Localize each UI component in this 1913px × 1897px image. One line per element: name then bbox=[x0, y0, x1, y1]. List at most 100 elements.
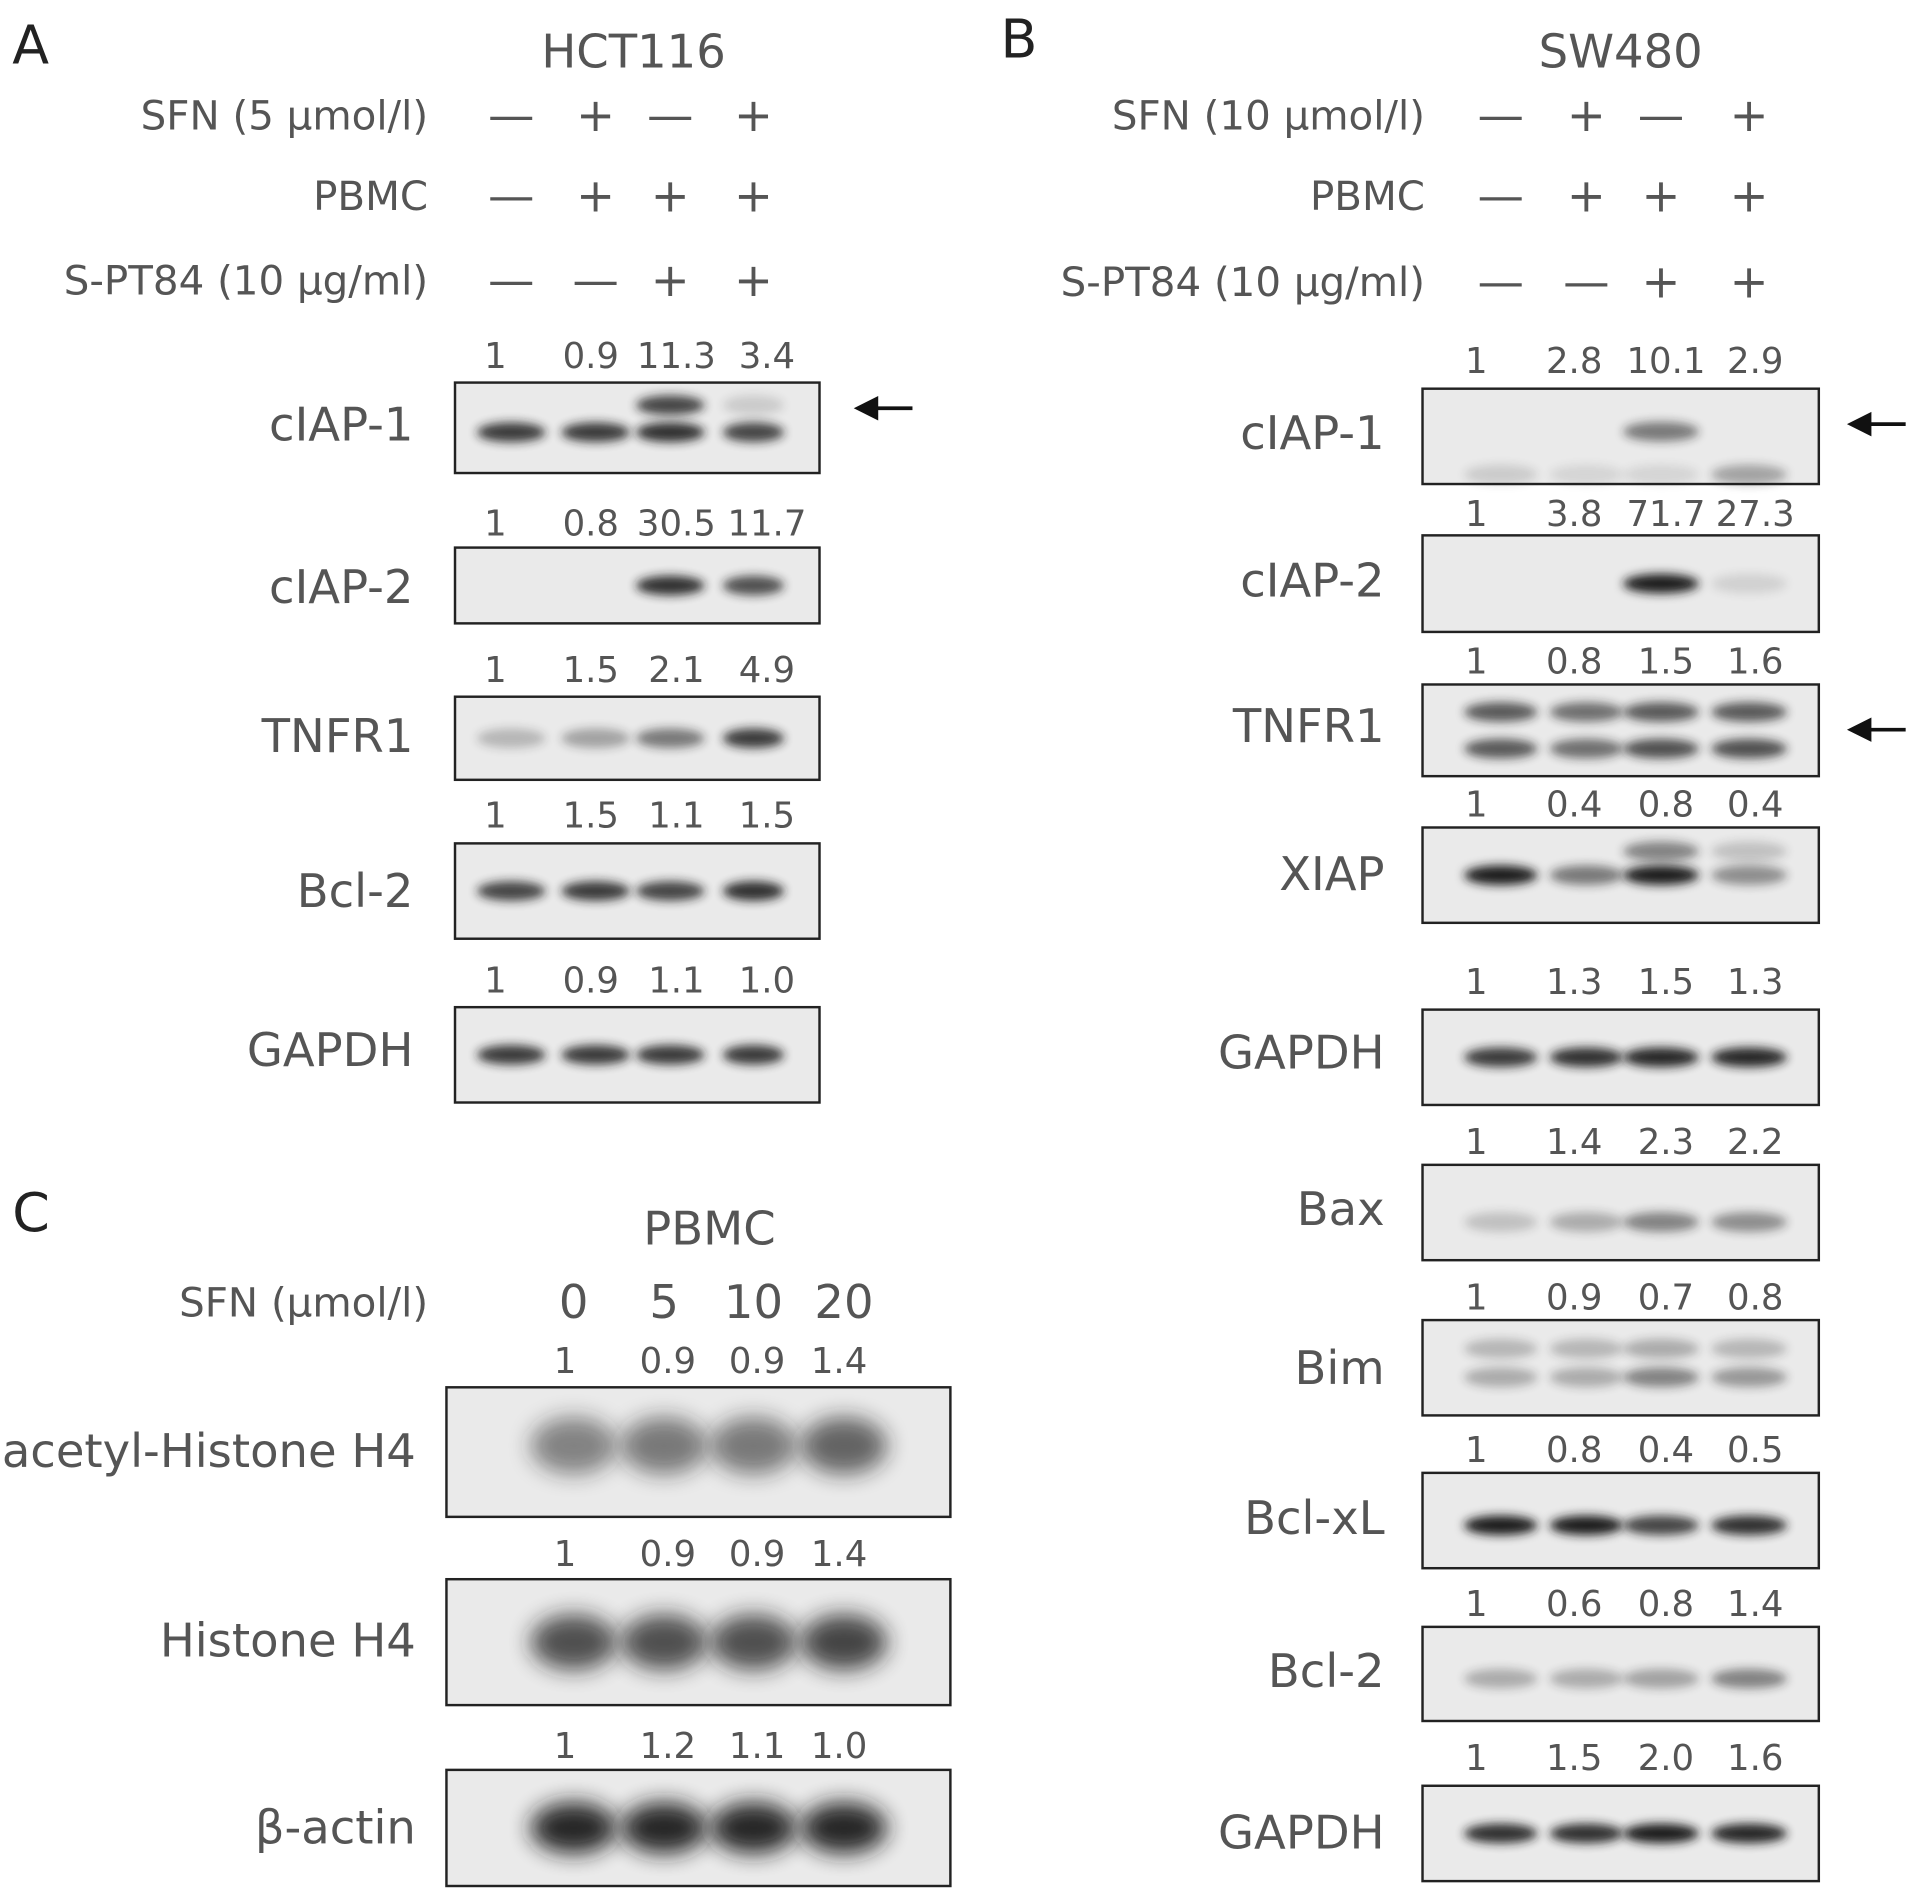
band bbox=[1549, 1515, 1624, 1536]
condition-mark: + bbox=[734, 253, 773, 307]
blot bbox=[1421, 1163, 1821, 1262]
quantification: 2.0 bbox=[1638, 1738, 1694, 1779]
condition-mark: — bbox=[488, 88, 534, 142]
quantification: 1 bbox=[1465, 494, 1488, 535]
blot-background bbox=[1421, 1318, 1821, 1417]
band bbox=[1623, 702, 1699, 722]
quantification: 1 bbox=[484, 336, 507, 377]
condition-mark: + bbox=[1642, 254, 1681, 308]
band bbox=[636, 881, 705, 901]
band bbox=[1549, 702, 1624, 722]
blot-label: GAPDH bbox=[1218, 1805, 1385, 1859]
blot bbox=[453, 381, 821, 475]
quantification: 1 bbox=[1465, 1122, 1488, 1163]
band bbox=[1711, 1338, 1788, 1359]
blot-label: cIAP-2 bbox=[1240, 554, 1384, 608]
quantification: 1.4 bbox=[811, 1341, 867, 1382]
band bbox=[1549, 1212, 1624, 1232]
condition-mark: + bbox=[1567, 169, 1606, 223]
band bbox=[477, 1045, 546, 1065]
panel-title: SW480 bbox=[1539, 25, 1703, 79]
band bbox=[1464, 1823, 1538, 1844]
band bbox=[1711, 841, 1788, 862]
quantification: 0.8 bbox=[1638, 785, 1694, 826]
band bbox=[1464, 1338, 1538, 1359]
quantification: 0.8 bbox=[1546, 1430, 1602, 1471]
condition-mark: + bbox=[734, 88, 773, 142]
panel-title: PBMC bbox=[643, 1202, 775, 1256]
condition-mark: 0 bbox=[559, 1275, 589, 1329]
band bbox=[636, 575, 705, 596]
band bbox=[1623, 421, 1699, 442]
blot bbox=[1421, 1625, 1821, 1723]
condition-mark: 5 bbox=[649, 1275, 679, 1329]
quantification: 2.8 bbox=[1546, 341, 1602, 382]
band bbox=[1711, 865, 1788, 885]
band bbox=[710, 1417, 797, 1475]
blot-label: Bax bbox=[1297, 1182, 1385, 1236]
quantification: 1 bbox=[1465, 1738, 1488, 1779]
band bbox=[1549, 1823, 1624, 1844]
band bbox=[621, 1614, 708, 1670]
blot bbox=[1421, 826, 1821, 925]
condition-mark: + bbox=[576, 88, 615, 142]
condition-mark: — bbox=[1478, 88, 1524, 142]
panel-letter: B bbox=[1001, 7, 1038, 70]
band bbox=[636, 728, 705, 749]
blot bbox=[453, 695, 821, 782]
quantification: 1.1 bbox=[648, 796, 704, 837]
quantification: 10.1 bbox=[1626, 341, 1705, 382]
quantification: 1.4 bbox=[1546, 1122, 1602, 1163]
condition-mark: + bbox=[1730, 88, 1769, 142]
quantification: 1.4 bbox=[811, 1534, 867, 1575]
condition-mark: — bbox=[1478, 169, 1524, 223]
blot bbox=[453, 842, 821, 940]
band bbox=[1623, 865, 1699, 885]
band bbox=[1549, 1367, 1624, 1388]
quantification: 0.9 bbox=[1546, 1277, 1602, 1318]
quantification: 1.5 bbox=[1638, 962, 1694, 1003]
band bbox=[1623, 1367, 1699, 1388]
quantification: 1 bbox=[1465, 642, 1488, 683]
quantification: 0.4 bbox=[1727, 785, 1783, 826]
quantification: 2.2 bbox=[1727, 1122, 1783, 1163]
quantification: 1.5 bbox=[563, 650, 619, 691]
band bbox=[1711, 1212, 1788, 1232]
condition-mark: — bbox=[1638, 88, 1684, 142]
condition-mark: — bbox=[488, 253, 534, 307]
band bbox=[530, 1614, 617, 1670]
quantification: 1.2 bbox=[640, 1726, 696, 1767]
arrow-head bbox=[1846, 717, 1872, 742]
condition-label: SFN (10 μmol/l) bbox=[1112, 93, 1425, 140]
quantification: 1.3 bbox=[1727, 962, 1783, 1003]
quantification: 11.3 bbox=[637, 336, 716, 377]
band bbox=[722, 881, 785, 901]
blot-label: Bcl-2 bbox=[1268, 1644, 1385, 1698]
blot bbox=[445, 1768, 952, 1888]
condition-mark: — bbox=[1478, 254, 1524, 308]
band bbox=[1711, 1668, 1788, 1689]
band bbox=[722, 575, 785, 596]
condition-mark: + bbox=[734, 169, 773, 223]
band bbox=[636, 395, 705, 415]
quantification: 0.9 bbox=[729, 1534, 785, 1575]
band bbox=[1464, 865, 1538, 885]
blot bbox=[453, 546, 821, 625]
condition-mark: 20 bbox=[814, 1275, 873, 1329]
blot-label: Bcl-2 bbox=[297, 864, 414, 918]
condition-label: PBMC bbox=[313, 173, 428, 220]
blot-label: Bcl-xL bbox=[1244, 1491, 1385, 1545]
band bbox=[800, 1614, 888, 1670]
band bbox=[722, 422, 785, 443]
blot-label: TNFR1 bbox=[1232, 699, 1385, 753]
band bbox=[1464, 1212, 1538, 1232]
band bbox=[561, 422, 630, 443]
blot-label: cIAP-1 bbox=[1240, 406, 1384, 460]
band bbox=[1464, 702, 1538, 722]
quantification: 0.8 bbox=[1546, 642, 1602, 683]
blot bbox=[1421, 387, 1821, 486]
quantification: 0.8 bbox=[563, 504, 619, 545]
quantification: 1 bbox=[1465, 962, 1488, 1003]
band bbox=[1623, 1338, 1699, 1359]
condition-label: S-PT84 (10 μg/ml) bbox=[1061, 259, 1425, 306]
